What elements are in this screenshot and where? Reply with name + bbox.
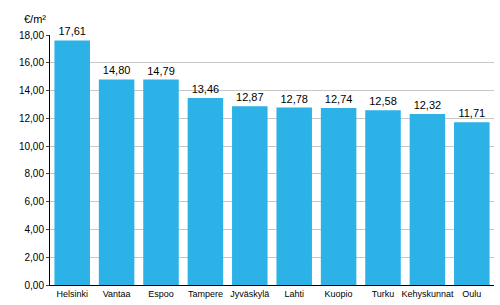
svg-text:8,00: 8,00: [25, 168, 45, 179]
svg-text:14,00: 14,00: [19, 85, 44, 96]
svg-text:Lahti: Lahti: [284, 289, 304, 299]
svg-text:16,00: 16,00: [19, 57, 44, 68]
svg-text:Helsinki: Helsinki: [56, 289, 88, 299]
svg-text:2,00: 2,00: [25, 252, 45, 263]
svg-text:Tampere: Tampere: [188, 289, 223, 299]
svg-text:Jyväskylä: Jyväskylä: [230, 289, 269, 299]
svg-text:€/m²: €/m²: [24, 13, 46, 25]
svg-text:13,46: 13,46: [192, 83, 220, 95]
svg-text:12,00: 12,00: [19, 113, 44, 124]
svg-text:12,32: 12,32: [414, 99, 442, 111]
svg-text:17,61: 17,61: [58, 25, 86, 37]
svg-text:12,87: 12,87: [236, 91, 264, 103]
svg-text:0,00: 0,00: [25, 280, 45, 291]
svg-text:Oulu: Oulu: [462, 289, 481, 299]
svg-text:Vantaa: Vantaa: [103, 289, 131, 299]
svg-text:12,78: 12,78: [280, 93, 308, 105]
svg-text:Turku: Turku: [372, 289, 395, 299]
svg-text:Espoo: Espoo: [148, 289, 174, 299]
svg-text:6,00: 6,00: [25, 196, 45, 207]
svg-text:11,71: 11,71: [458, 107, 485, 119]
svg-text:14,79: 14,79: [147, 65, 175, 77]
svg-text:10,00: 10,00: [19, 141, 44, 152]
svg-text:14,80: 14,80: [103, 64, 131, 76]
svg-text:12,58: 12,58: [369, 95, 397, 107]
svg-text:Kuopio: Kuopio: [325, 289, 353, 299]
svg-text:12,74: 12,74: [325, 93, 353, 105]
svg-text:4,00: 4,00: [25, 224, 45, 235]
svg-text:Kehyskunnat: Kehyskunnat: [401, 289, 454, 299]
svg-text:18,00: 18,00: [19, 30, 44, 41]
